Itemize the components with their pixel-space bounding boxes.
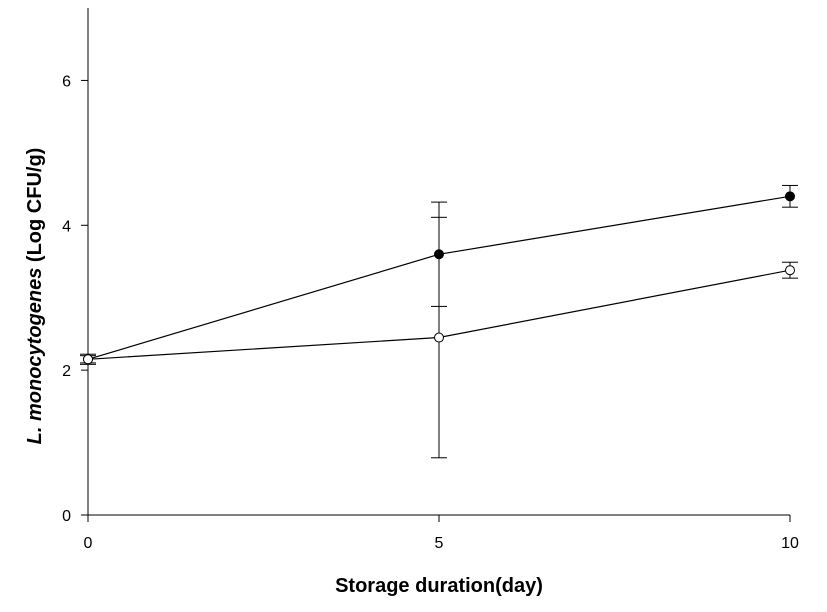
series-layer [80,184,798,459]
y-axis-title: L. monocytogenes (Log CFU/g) [24,148,46,445]
x-axis-title: Storage duration(day) [335,575,543,597]
data-point [785,265,795,276]
x-tick-label: 0 [84,535,93,552]
x-tick-label: 5 [435,535,444,552]
y-tick-label: 6 [62,73,71,90]
series-2 [80,216,798,459]
y-tick-label: 4 [62,218,71,235]
y-tick-label: 2 [62,363,71,380]
y-axis-title-units: (Log CFU/g) [24,148,46,268]
y-tick-label: 0 [62,508,71,525]
x-tick-label: 10 [781,535,799,552]
data-point [434,332,444,343]
axes: 0 2 4 6 0 5 10 [62,8,799,552]
data-point [785,191,795,202]
y-axis-title-italic: L. monocytogenes [24,268,46,445]
data-point [83,354,93,365]
